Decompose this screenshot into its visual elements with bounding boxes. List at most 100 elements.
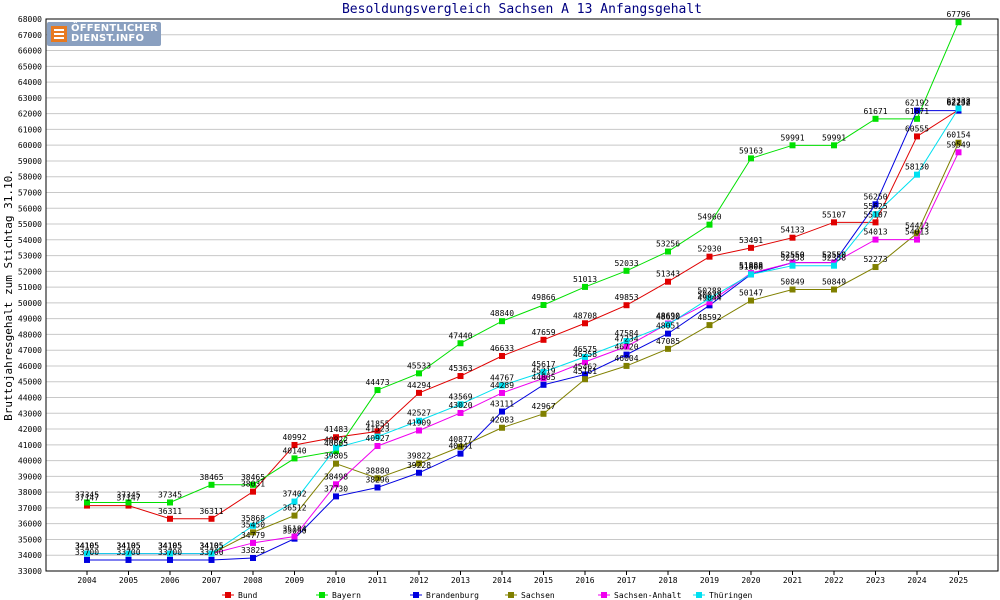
x-tick-label: 2013 [451, 576, 470, 585]
data-point [665, 345, 671, 352]
data-label: 45219 [531, 366, 555, 375]
data-point [84, 556, 90, 563]
y-tick-label: 50000 [18, 299, 42, 308]
data-label: 34105 [158, 542, 182, 551]
data-label: 54133 [780, 226, 804, 235]
data-label: 50849 [822, 277, 846, 286]
data-point [333, 444, 339, 451]
data-label: 51013 [573, 275, 597, 284]
y-tick-label: 43000 [18, 409, 42, 418]
data-label: 52358 [822, 254, 846, 263]
data-label: 34105 [158, 542, 182, 551]
data-label: 47085 [656, 337, 680, 346]
data-label: 37147 [75, 494, 99, 503]
data-label: 51888 [739, 261, 763, 270]
data-label: 34105 [158, 542, 182, 551]
data-point [374, 433, 381, 440]
data-label: 43020 [448, 401, 472, 410]
data-label: 41909 [407, 418, 431, 427]
data-label: 45462 [573, 362, 597, 371]
x-tick-label: 2019 [700, 576, 719, 585]
data-label: 47584 [614, 329, 638, 338]
data-point [540, 336, 547, 343]
data-label: 34105 [116, 542, 140, 551]
data-label: 60555 [905, 124, 929, 133]
data-label: 54013 [863, 228, 887, 237]
legend-swatch-marker [508, 592, 514, 598]
data-point [789, 262, 796, 269]
data-point [748, 271, 754, 278]
x-tick-label: 2014 [492, 576, 511, 585]
data-point [955, 139, 962, 146]
data-point [955, 19, 962, 26]
y-tick-label: 34000 [18, 551, 42, 560]
data-label: 40140 [282, 446, 306, 455]
data-point [250, 539, 256, 546]
data-label: 46258 [573, 350, 597, 359]
data-point [706, 295, 713, 302]
y-tick-label: 61000 [18, 125, 42, 134]
data-label: 50288 [697, 286, 721, 295]
data-label: 48690 [656, 312, 680, 321]
data-label: 49866 [531, 293, 555, 302]
series-line [87, 152, 959, 555]
data-label: 44473 [365, 378, 389, 387]
data-label: 42083 [490, 416, 514, 425]
x-tick-label: 2017 [617, 576, 636, 585]
legend-label: Sachsen [521, 591, 555, 600]
y-tick-label: 55000 [18, 220, 42, 229]
data-point [499, 408, 505, 415]
legend-swatch-marker [696, 592, 702, 598]
data-point [208, 556, 215, 563]
data-label: 59549 [946, 140, 970, 149]
series-line [87, 109, 959, 520]
y-tick-label: 42000 [18, 425, 42, 434]
data-point [84, 550, 90, 557]
data-label: 41855 [365, 419, 389, 428]
data-label: 38031 [241, 480, 265, 489]
data-label: 37730 [324, 484, 348, 493]
data-point [167, 550, 173, 557]
data-label: 52550 [780, 251, 804, 260]
data-label: 61671 [905, 107, 929, 116]
data-point [457, 409, 464, 416]
data-point [955, 149, 962, 156]
data-label: 34105 [116, 542, 140, 551]
data-label: 48630 [656, 312, 680, 321]
series-lines [84, 19, 962, 563]
data-point [872, 219, 879, 226]
data-label: 37402 [282, 490, 306, 499]
data-point [706, 299, 713, 306]
x-tick-label: 2009 [285, 576, 304, 585]
data-point [291, 455, 298, 462]
data-label: 41483 [324, 425, 348, 434]
legend-label: Brandenburg [426, 591, 479, 600]
data-point [914, 107, 920, 114]
data-point [208, 550, 215, 557]
data-point [872, 264, 879, 271]
data-point [540, 410, 547, 417]
data-label: 54013 [905, 228, 929, 237]
data-point [872, 201, 879, 208]
data-point [706, 302, 713, 309]
data-point [250, 522, 256, 529]
data-point [167, 556, 173, 563]
data-point [582, 353, 588, 360]
data-point [582, 320, 588, 327]
legend-swatch-marker [601, 592, 607, 598]
data-label: 50038 [697, 290, 721, 299]
data-label: 37345 [116, 490, 140, 499]
data-label: 34105 [75, 542, 99, 551]
data-label: 48708 [573, 311, 597, 320]
data-label: 34105 [199, 542, 223, 551]
data-point [789, 259, 796, 266]
data-point [416, 469, 422, 476]
data-label: 55625 [863, 202, 887, 211]
x-tick-label: 2006 [160, 576, 179, 585]
data-point [416, 370, 422, 377]
data-label: 37345 [158, 490, 182, 499]
x-tick-label: 2008 [243, 576, 262, 585]
data-point [706, 322, 713, 329]
data-label: 34105 [199, 542, 223, 551]
data-label: 52550 [822, 251, 846, 260]
